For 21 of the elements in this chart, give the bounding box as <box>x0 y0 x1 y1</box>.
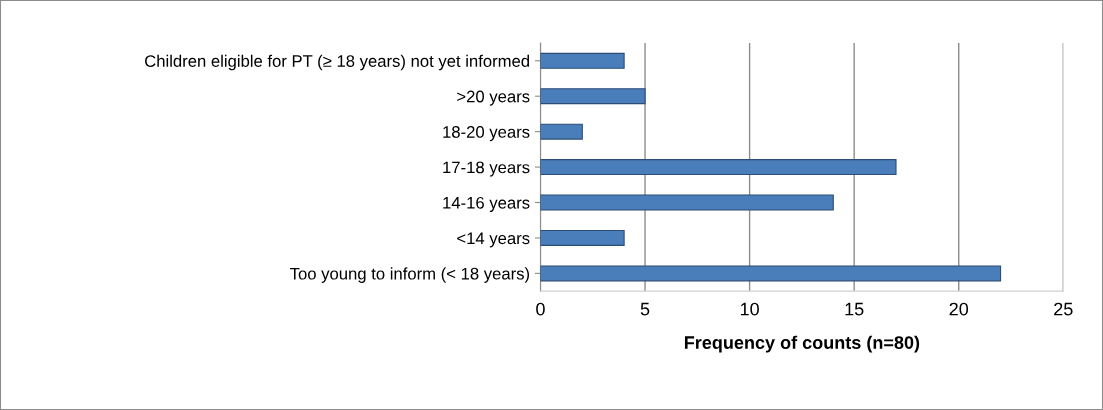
bar <box>540 52 625 69</box>
x-tick-label: 10 <box>740 302 759 316</box>
y-tick-label: 14-16 years <box>443 196 530 213</box>
x-axis-title: Frequency of counts (n=80) <box>684 335 920 353</box>
y-tick-label: >20 years <box>457 90 530 106</box>
x-tick-label: 15 <box>845 302 864 316</box>
bar <box>540 159 897 176</box>
bar <box>540 194 834 211</box>
y-tick-label: <14 years <box>457 232 530 248</box>
bar <box>540 229 625 246</box>
y-tick-label: 17-18 years <box>443 161 530 177</box>
y-tick-label: Children eligible for PT (≥ 18 years) not yet informed <box>145 54 529 71</box>
bar <box>540 88 646 105</box>
bar <box>540 265 1002 282</box>
y-tick-label: 18-20 years <box>443 126 530 142</box>
bar <box>540 123 583 140</box>
x-tick-label: 5 <box>640 302 650 316</box>
y-tick-label: Too young to inform (< 18 years) <box>290 267 530 283</box>
x-tick-label: 0 <box>536 302 545 316</box>
x-tick-label: 20 <box>949 302 969 316</box>
x-tick-label: 25 <box>1054 302 1073 316</box>
